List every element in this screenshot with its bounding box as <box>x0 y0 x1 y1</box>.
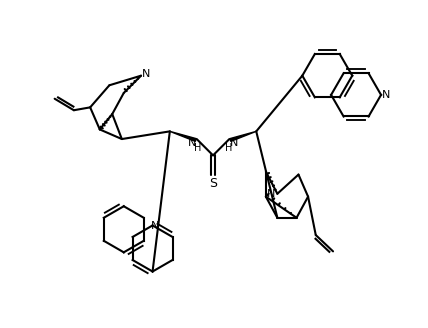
Text: N: N <box>382 90 390 100</box>
Text: N: N <box>151 221 160 231</box>
Text: N: N <box>230 138 238 148</box>
Polygon shape <box>230 131 256 141</box>
Polygon shape <box>170 131 196 141</box>
Text: N: N <box>142 69 150 79</box>
Text: S: S <box>209 177 217 190</box>
Text: H: H <box>225 143 232 153</box>
Text: H: H <box>194 143 201 153</box>
Text: N: N <box>267 189 275 199</box>
Text: N: N <box>188 138 196 148</box>
